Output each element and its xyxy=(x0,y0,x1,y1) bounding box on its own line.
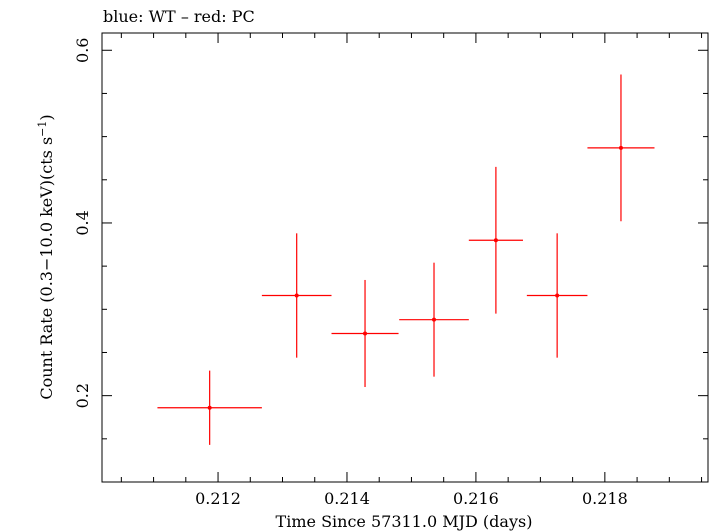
y-axis-label: Count Rate (0.3−10.0 keV)(cts s−1) xyxy=(36,114,56,399)
axes: 0.212 0.214 0.216 0.218 0.2 0.4 0.6 xyxy=(73,33,708,508)
point-marker xyxy=(363,331,368,336)
y-tick-label: 0.6 xyxy=(73,38,92,63)
point-marker xyxy=(432,317,437,322)
data-point xyxy=(587,74,655,222)
chart-title: blue: WT – red: PC xyxy=(103,7,255,26)
y-axis-label-close: ) xyxy=(37,114,56,120)
point-marker xyxy=(618,145,623,150)
point-marker xyxy=(493,238,498,243)
x-tick-label: 0.216 xyxy=(453,489,499,508)
point-marker xyxy=(555,293,560,298)
data-point xyxy=(526,233,588,358)
data-point xyxy=(261,233,332,358)
y-axis-label-superscript: −1 xyxy=(36,121,49,137)
x-tick-label: 0.218 xyxy=(582,489,628,508)
data-points xyxy=(157,74,655,445)
data-point xyxy=(157,370,262,445)
x-tick-label: 0.214 xyxy=(324,489,370,508)
data-point xyxy=(399,262,469,377)
plot-frame xyxy=(101,32,709,483)
data-point xyxy=(331,279,399,388)
point-marker xyxy=(207,405,212,410)
y-tick-label: 0.2 xyxy=(73,383,92,408)
x-tick-label: 0.212 xyxy=(195,489,241,508)
y-tick-label: 0.4 xyxy=(73,210,92,235)
y-axis-label-main: Count Rate (0.3−10.0 keV)(cts s xyxy=(37,137,56,400)
point-marker xyxy=(294,293,299,298)
data-point xyxy=(468,166,523,314)
x-axis-label: Time Since 57311.0 MJD (days) xyxy=(276,512,533,531)
